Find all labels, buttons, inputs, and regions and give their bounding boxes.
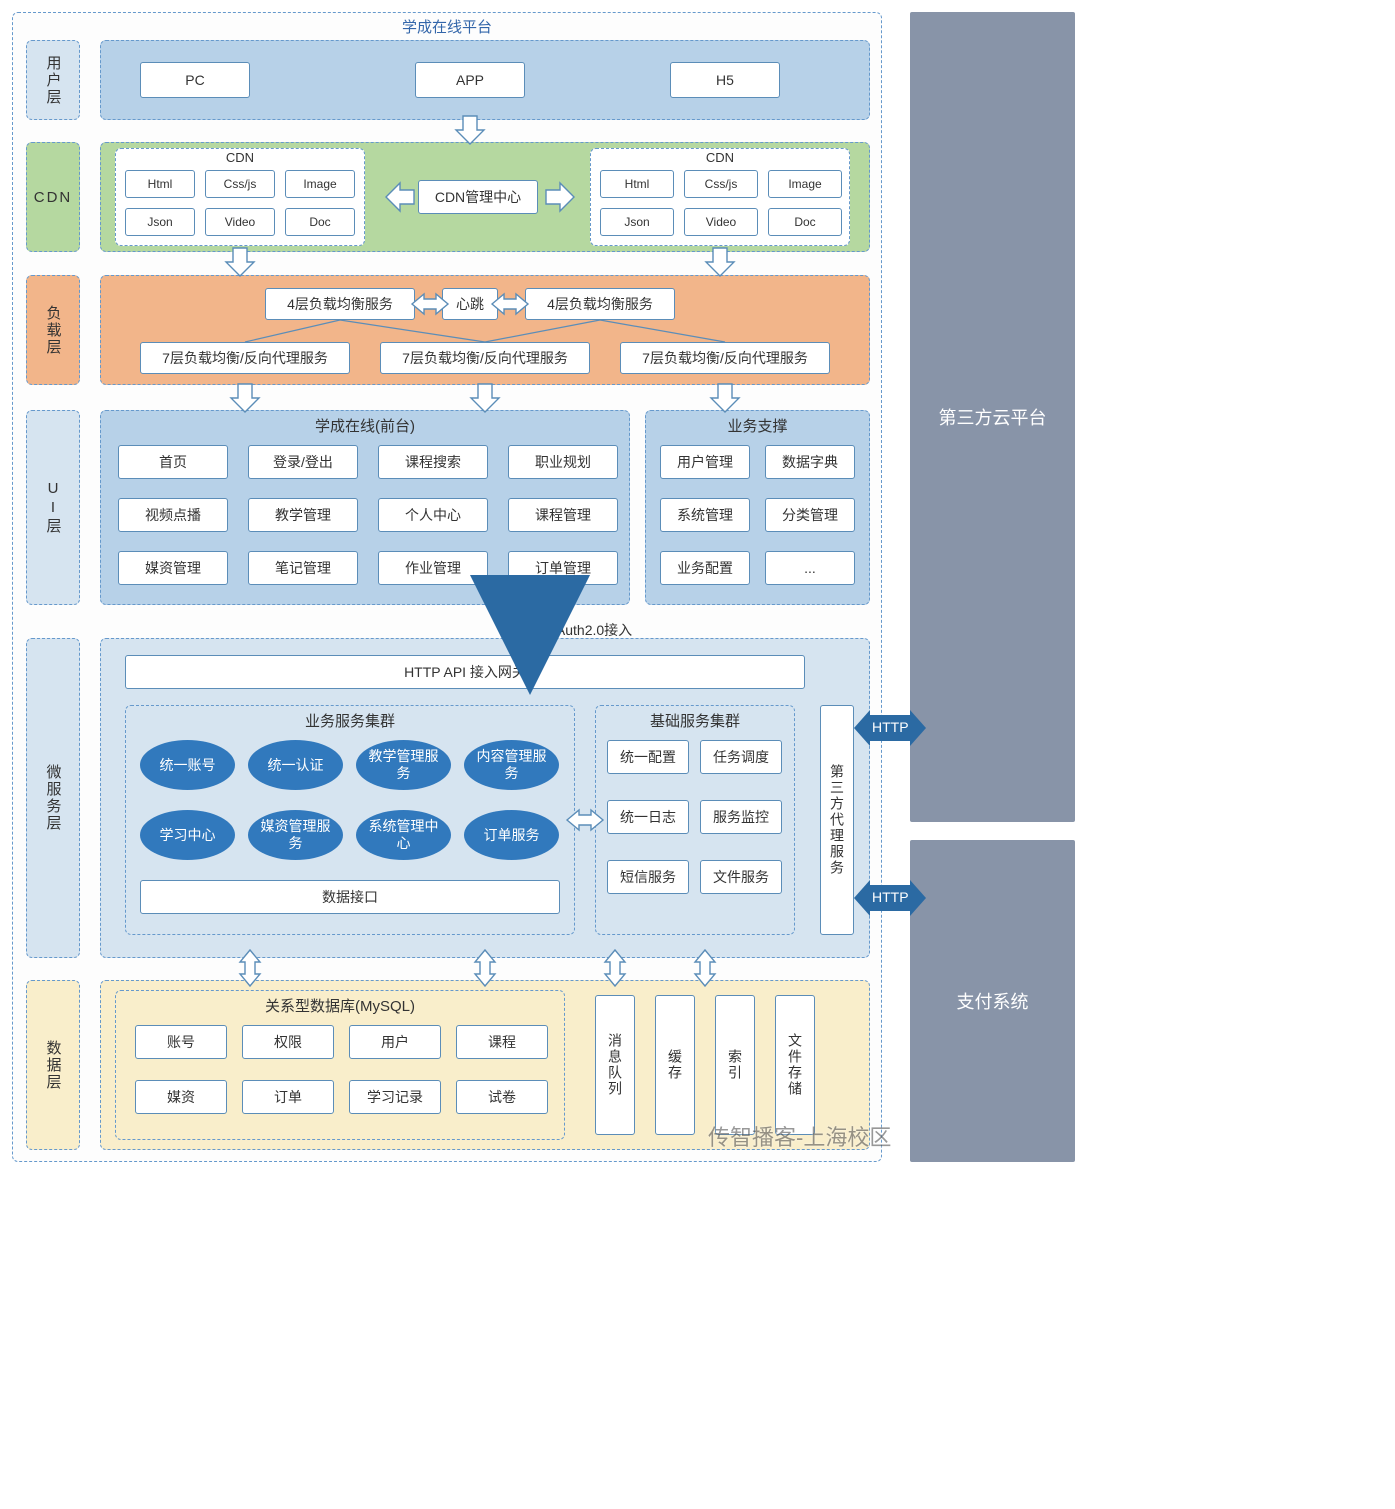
ui-f-8: 媒资管理 (118, 551, 228, 585)
ui-s-5: ... (765, 551, 855, 585)
gateway: HTTP API 接入网关 (125, 655, 805, 689)
base-4: 短信服务 (607, 860, 689, 894)
ui-s-3: 分类管理 (765, 498, 855, 532)
ui-f-11: 订单管理 (508, 551, 618, 585)
cdn-r-1: Css/js (684, 170, 758, 198)
ui-s-4: 业务配置 (660, 551, 750, 585)
ui-f-3: 职业规划 (508, 445, 618, 479)
ui-f-0: 首页 (118, 445, 228, 479)
extra-3: 文件存储 (775, 995, 815, 1135)
base-title: 基础服务集群 (595, 710, 795, 731)
proxy-label: 第三方代理服务 (820, 705, 854, 935)
base-1: 任务调度 (700, 740, 782, 774)
extra-2: 索引 (715, 995, 755, 1135)
label-data: 数据层 (26, 980, 80, 1150)
client-pc: PC (140, 62, 250, 98)
ui-f-6: 个人中心 (378, 498, 488, 532)
ui-f-1: 登录/登出 (248, 445, 358, 479)
cdn-l-0: Html (125, 170, 195, 198)
biz-2: 教学管理服务 (356, 740, 451, 790)
base-3: 服务监控 (700, 800, 782, 834)
ui-s-0: 用户管理 (660, 445, 750, 479)
db-7: 试卷 (456, 1080, 548, 1114)
ui-f-9: 笔记管理 (248, 551, 358, 585)
biz-6: 系统管理中心 (356, 810, 451, 860)
cdn-l-3: Json (125, 208, 195, 236)
client-app: APP (415, 62, 525, 98)
db-3: 课程 (456, 1025, 548, 1059)
cdn-r-3: Json (600, 208, 674, 236)
biz-1: 统一认证 (248, 740, 343, 790)
base-5: 文件服务 (700, 860, 782, 894)
cdn-l-1: Css/js (205, 170, 275, 198)
biz-title: 业务服务集群 (125, 710, 575, 731)
db-0: 账号 (135, 1025, 227, 1059)
label-micro: 微服务层 (26, 638, 80, 958)
label-cdn: CDN (26, 142, 80, 252)
biz-5: 媒资管理服务 (248, 810, 343, 860)
lb-l7-c: 7层负载均衡/反向代理服务 (620, 342, 830, 374)
ui-f-4: 视频点播 (118, 498, 228, 532)
architecture-diagram: 学成在线平台 用户层 PC APP H5 CDN CDN Html Css/js… (10, 10, 1385, 1499)
biz-4: 学习中心 (140, 810, 235, 860)
lb-l7-b: 7层负载均衡/反向代理服务 (380, 342, 590, 374)
db-2: 用户 (349, 1025, 441, 1059)
http-arrow-2: HTTP (866, 880, 926, 916)
ui-f-5: 教学管理 (248, 498, 358, 532)
cdn-right-title: CDN (590, 150, 850, 165)
cdn-center: CDN管理中心 (418, 180, 538, 214)
biz-0: 统一账号 (140, 740, 235, 790)
lb-l4-a: 4层负载均衡服务 (265, 288, 415, 320)
data-api: 数据接口 (140, 880, 560, 914)
base-0: 统一配置 (607, 740, 689, 774)
lb-l7-a: 7层负载均衡/反向代理服务 (140, 342, 350, 374)
biz-3: 内容管理服务 (464, 740, 559, 790)
label-ui: UI层 (26, 410, 80, 605)
db-5: 订单 (242, 1080, 334, 1114)
client-h5: H5 (670, 62, 780, 98)
extra-0: 消息队列 (595, 995, 635, 1135)
cdn-l-2: Image (285, 170, 355, 198)
db-title: 关系型数据库(MySQL) (115, 995, 565, 1016)
http-arrow-1: HTTP (866, 710, 926, 746)
db-1: 权限 (242, 1025, 334, 1059)
watermark: 传智播客-上海校区 (708, 1120, 891, 1152)
ui-s-2: 系统管理 (660, 498, 750, 532)
lb-l4-b: 4层负载均衡服务 (525, 288, 675, 320)
biz-7: 订单服务 (464, 810, 559, 860)
ui-support-title: 业务支撑 (645, 415, 870, 436)
cdn-l-5: Doc (285, 208, 355, 236)
db-4: 媒资 (135, 1080, 227, 1114)
ui-f-7: 课程管理 (508, 498, 618, 532)
ui-f-2: 课程搜索 (378, 445, 488, 479)
cdn-r-2: Image (768, 170, 842, 198)
label-user: 用户层 (26, 40, 80, 120)
ui-s-1: 数据字典 (765, 445, 855, 479)
cdn-left-title: CDN (115, 150, 365, 165)
ui-front-title: 学成在线(前台) (100, 415, 630, 436)
cdn-l-4: Video (205, 208, 275, 236)
db-6: 学习记录 (349, 1080, 441, 1114)
cdn-r-5: Doc (768, 208, 842, 236)
platform-title: 学成在线平台 (12, 16, 882, 37)
label-lb: 负载层 (26, 275, 80, 385)
cdn-r-4: Video (684, 208, 758, 236)
base-2: 统一日志 (607, 800, 689, 834)
cdn-r-0: Html (600, 170, 674, 198)
ext-payment: 支付系统 (910, 840, 1075, 1162)
extra-1: 缓存 (655, 995, 695, 1135)
ext-cloud: 第三方云平台 (910, 12, 1075, 822)
lb-heartbeat: 心跳 (442, 288, 498, 320)
oauth-label: OAuth2.0接入 (545, 620, 685, 640)
ui-f-10: 作业管理 (378, 551, 488, 585)
